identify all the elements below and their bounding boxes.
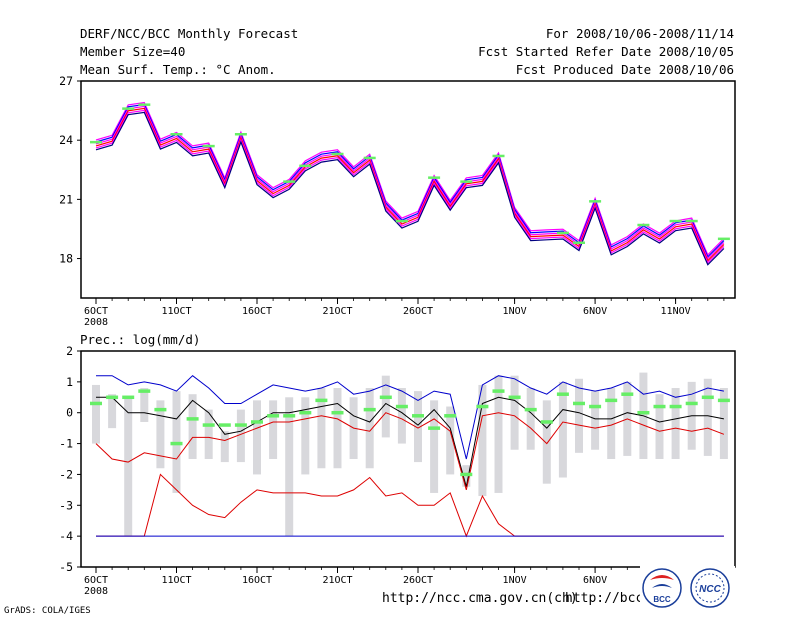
x-tick-label: 16OCT (242, 306, 272, 317)
footer-url-bcc[interactable]: http://bcc. (565, 591, 652, 606)
spread-box (526, 388, 535, 450)
svg-text:NCC: NCC (699, 584, 721, 595)
ensemble-member-line (95, 109, 725, 264)
spread-box (591, 391, 600, 450)
chart-title: DERF/NCC/BCC Monthly Forecast (80, 26, 299, 41)
logo-area: BCC NCC (640, 566, 735, 610)
spread-box (253, 400, 261, 475)
precip-title: Prec.: log(mm/d) (80, 332, 201, 347)
temperature-panel: 18 21 24 27 6OCT 11OCT 16OCT 21OCT 26OCT 1NOV 6NOV… (59, 74, 736, 328)
spread-box (236, 409, 245, 463)
spread-box (333, 388, 342, 469)
y-tick-label: -4 (59, 529, 73, 543)
forecast-produced: Fcst Produced Date 2008/10/06 (515, 62, 734, 77)
variable-label: Mean Surf. Temp.: °C Anom. (80, 62, 276, 77)
x-tick-label: 21OCT (322, 306, 352, 317)
spread-box (575, 378, 583, 453)
y-tick-label: -1 (59, 437, 73, 451)
y-tick-label: 1 (66, 375, 73, 389)
y-tick-label: 24 (59, 133, 73, 147)
spread-box (446, 406, 455, 475)
spread-box (719, 388, 728, 459)
forecast-started: Fcst Started Refer Date 2008/10/05 (478, 44, 734, 59)
y-tick-label: -5 (59, 560, 73, 574)
series-line-red-upper (95, 412, 725, 491)
x-tick-label: 1NOV (503, 306, 527, 317)
spread-box (607, 388, 616, 459)
spread-box (397, 388, 406, 444)
spread-box (301, 397, 310, 475)
y-tick-label: 2 (66, 344, 73, 358)
plot-frame (80, 80, 736, 299)
spread-box (671, 388, 680, 459)
grads-credit: GrADS: COLA/IGES (4, 606, 91, 616)
svg-text:BCC: BCC (653, 595, 671, 604)
y-tick-label: 0 (66, 406, 73, 420)
spread-box (703, 378, 712, 456)
forecast-period: For 2008/10/06-2008/11/14 (545, 26, 734, 41)
x-tick-label: 21OCT (322, 575, 352, 586)
spread-box (558, 381, 567, 478)
x-tick-label: 6OCT (84, 575, 108, 586)
x-year-label: 2008 (84, 586, 108, 597)
ensemble-member-line (95, 101, 725, 256)
spread-box (414, 391, 422, 463)
spread-box (204, 409, 213, 459)
x-tick-label: 16OCT (242, 575, 272, 586)
spread-box (140, 388, 149, 422)
spread-box (655, 394, 664, 459)
spread-box (124, 397, 133, 537)
spread-box (365, 388, 374, 469)
spread-box (92, 384, 100, 444)
x-tick-label: 6OCT (84, 306, 108, 317)
y-tick-label: -3 (59, 498, 73, 512)
series-line-blue-upper (96, 375, 724, 460)
spread-box (478, 384, 487, 497)
series-line-red-lower (96, 473, 724, 538)
spread-box (494, 375, 503, 493)
x-tick-label: 11NOV (661, 306, 691, 317)
plot-frame (80, 350, 736, 568)
x-tick-label: 1NOV (503, 575, 527, 586)
y-tick-label: 27 (59, 74, 73, 88)
x-tick-label: 6NOV (583, 306, 607, 317)
x-tick-label: 11OCT (161, 306, 191, 317)
x-tick-label: 26OCT (403, 575, 433, 586)
x-year-label: 2008 (84, 317, 108, 328)
x-tick-label: 11OCT (161, 575, 191, 586)
ncc-logo-icon: NCC (690, 568, 730, 608)
spread-box (542, 400, 551, 484)
spread-box (285, 397, 294, 537)
spread-box (510, 375, 519, 450)
spread-box (108, 394, 117, 429)
spread-box (156, 400, 165, 469)
spread-box (220, 431, 229, 463)
ensemble-member-line (95, 105, 725, 260)
ensemble-member-line (95, 111, 725, 266)
y-tick-label: 21 (59, 192, 73, 206)
footer-url-ncc[interactable]: http://ncc.cma.gov.cn(ch) (382, 591, 578, 606)
bcc-logo-icon: BCC (642, 568, 682, 608)
x-tick-label: 6NOV (583, 575, 607, 586)
series-line-black-median (96, 396, 724, 487)
ensemble-member-line (95, 107, 725, 262)
x-tick-label: 26OCT (403, 306, 433, 317)
y-tick-label: 18 (59, 252, 73, 266)
y-tick-label: -2 (59, 467, 73, 481)
spread-box (317, 388, 326, 469)
spread-box (188, 394, 197, 459)
spread-box (269, 400, 278, 459)
spread-box (381, 375, 390, 438)
member-size: Member Size=40 (80, 44, 186, 59)
spread-box (430, 400, 439, 493)
ensemble-member-line (95, 103, 725, 258)
